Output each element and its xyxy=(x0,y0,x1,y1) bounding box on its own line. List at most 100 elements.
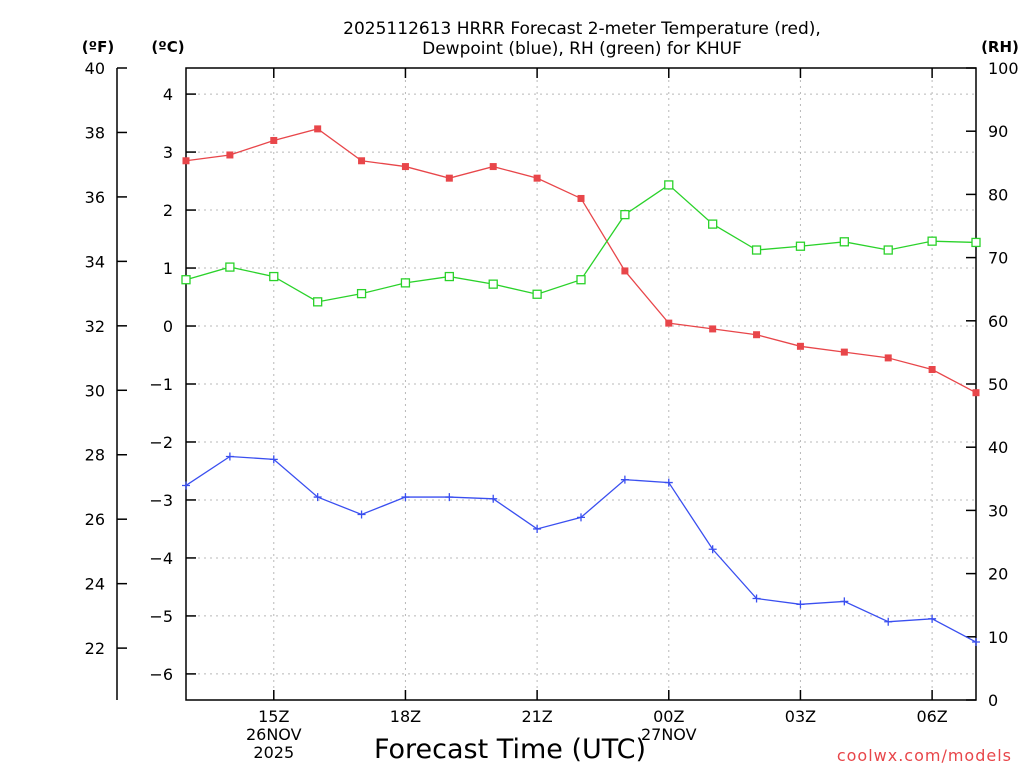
data-point xyxy=(840,597,849,606)
data-point xyxy=(709,325,717,333)
data-point xyxy=(401,493,410,502)
data-point xyxy=(488,279,498,289)
series-line xyxy=(185,455,977,643)
data-point xyxy=(445,174,453,182)
x-axis-label: Forecast Time (UTC) xyxy=(374,734,646,765)
data-point xyxy=(269,271,279,282)
fahrenheit-tick-label: 28 xyxy=(85,446,105,465)
celsius-tick-label: −3 xyxy=(149,491,173,510)
x-tick-label: 27NOV xyxy=(641,725,697,744)
rh-tick-label: 100 xyxy=(988,59,1019,78)
data-point xyxy=(620,209,630,220)
celsius-tick-label: −2 xyxy=(149,433,173,452)
data-point xyxy=(269,455,278,464)
series-group xyxy=(181,125,981,647)
celsius-tick-label: −4 xyxy=(149,549,173,568)
rh-tick-label: 0 xyxy=(988,691,998,710)
data-point xyxy=(884,354,892,362)
data-point xyxy=(182,481,190,490)
data-point xyxy=(753,331,761,339)
data-point xyxy=(314,125,322,133)
grid xyxy=(186,68,976,700)
x-tick-label: 03Z xyxy=(785,707,816,726)
celsius-tick-label: −1 xyxy=(149,375,173,394)
data-point xyxy=(972,389,980,397)
series-2-meter-temperature xyxy=(182,125,980,397)
data-point xyxy=(796,600,805,609)
rh-tick-label: 40 xyxy=(988,438,1008,457)
data-point xyxy=(883,245,893,255)
fahrenheit-tick-label: 36 xyxy=(85,188,105,207)
x-tick-label: 06Z xyxy=(916,707,947,726)
data-point xyxy=(445,493,454,502)
celsius-unit-label: (ºC) xyxy=(151,38,184,56)
data-point xyxy=(795,241,806,251)
fahrenheit-tick-label: 26 xyxy=(85,510,105,529)
fahrenheit-tick-label: 40 xyxy=(85,59,105,78)
data-point xyxy=(665,319,673,327)
rh-tick-label: 70 xyxy=(988,249,1008,268)
data-point xyxy=(664,180,674,190)
celsius-tick-label: 0 xyxy=(163,317,173,336)
data-point xyxy=(533,524,542,533)
celsius-tick-label: 1 xyxy=(163,259,173,278)
data-point xyxy=(752,594,761,603)
axes: −6−5−4−3−2−10123422242628303234363840010… xyxy=(85,59,1019,762)
data-point xyxy=(839,237,849,247)
rh-tick-label: 10 xyxy=(988,628,1008,647)
data-point xyxy=(181,275,191,285)
data-point xyxy=(972,638,980,647)
plot-frame xyxy=(185,67,977,701)
fahrenheit-tick-label: 22 xyxy=(85,639,105,658)
data-point xyxy=(225,262,235,272)
rh-tick-label: 90 xyxy=(988,122,1008,141)
fahrenheit-unit-label: (ºF) xyxy=(82,38,114,56)
data-point xyxy=(620,475,629,484)
chart-title-line-2: Dewpoint (blue), RH (green) for KHUF xyxy=(422,39,742,59)
data-point xyxy=(357,510,366,519)
series-line xyxy=(185,128,977,394)
x-tick-label: 00Z xyxy=(653,707,684,726)
x-tick-label: 15Z xyxy=(258,707,289,726)
x-tick-label: 2025 xyxy=(253,743,294,762)
celsius-tick-label: 4 xyxy=(163,85,173,104)
chart-title-line-1: 2025112613 HRRR Forecast 2-meter Tempera… xyxy=(343,19,821,39)
fahrenheit-tick-label: 32 xyxy=(85,317,105,336)
data-point xyxy=(664,478,673,487)
data-point xyxy=(928,614,937,623)
rh-tick-label: 50 xyxy=(988,375,1008,394)
celsius-tick-label: −6 xyxy=(149,665,173,684)
rh-tick-label: 20 xyxy=(988,565,1008,584)
x-tick-label: 18Z xyxy=(390,707,421,726)
celsius-tick-label: −5 xyxy=(149,607,173,626)
data-point xyxy=(928,366,936,374)
data-point xyxy=(532,289,542,299)
data-point xyxy=(576,275,586,285)
fahrenheit-tick-label: 34 xyxy=(85,252,105,271)
data-point xyxy=(884,617,893,626)
x-tick-label: 21Z xyxy=(521,707,552,726)
data-point xyxy=(400,278,411,288)
rh-tick-label: 80 xyxy=(988,185,1008,204)
data-point xyxy=(182,157,190,165)
rh-tick-label: 30 xyxy=(988,501,1008,520)
data-point xyxy=(796,342,804,350)
fahrenheit-tick-label: 24 xyxy=(85,575,105,594)
data-point xyxy=(313,297,323,307)
data-point xyxy=(270,136,278,144)
data-point xyxy=(313,493,322,502)
data-point xyxy=(489,163,497,171)
data-point xyxy=(489,494,498,503)
fahrenheit-tick-label: 30 xyxy=(85,381,105,400)
celsius-tick-label: 2 xyxy=(163,201,173,220)
data-point xyxy=(577,513,585,522)
data-point xyxy=(225,452,234,461)
data-point xyxy=(927,236,937,246)
data-point xyxy=(751,245,762,255)
data-point xyxy=(840,348,848,356)
x-tick-label: 26NOV xyxy=(246,725,302,744)
data-point xyxy=(401,163,409,171)
data-point xyxy=(621,267,629,275)
credit-text: coolwx.com/models xyxy=(837,746,1012,765)
celsius-tick-label: 3 xyxy=(163,143,173,162)
